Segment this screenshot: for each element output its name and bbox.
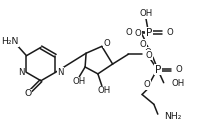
Text: O: O <box>144 48 151 57</box>
Text: N: N <box>18 68 24 77</box>
Text: N: N <box>57 68 64 77</box>
Text: O: O <box>140 40 146 49</box>
Text: OH: OH <box>73 77 86 86</box>
Text: NH₂: NH₂ <box>164 112 181 121</box>
Text: O: O <box>126 28 132 37</box>
Text: O: O <box>135 29 141 38</box>
Text: O: O <box>167 28 173 37</box>
Text: OH: OH <box>139 10 153 18</box>
Text: P: P <box>146 28 152 38</box>
Text: O: O <box>24 89 32 98</box>
Text: OH: OH <box>97 86 110 95</box>
Text: O: O <box>175 65 182 74</box>
Text: P: P <box>155 65 161 75</box>
Text: O: O <box>146 51 152 60</box>
Text: H₂N: H₂N <box>1 37 19 46</box>
Text: O: O <box>103 39 110 48</box>
Text: OH: OH <box>172 79 185 88</box>
Text: O: O <box>144 80 150 89</box>
